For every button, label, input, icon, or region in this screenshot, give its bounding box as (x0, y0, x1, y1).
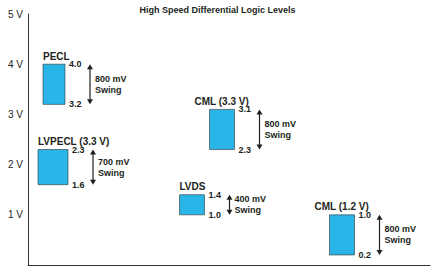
svg-text:4 V: 4 V (8, 59, 23, 70)
svg-text:3.2: 3.2 (69, 99, 82, 109)
svg-text:3 V: 3 V (8, 109, 23, 120)
svg-text:700 mV: 700 mV (98, 157, 130, 167)
svg-text:3.1: 3.1 (239, 104, 252, 114)
svg-text:Swing: Swing (385, 235, 412, 245)
svg-text:Swing: Swing (98, 168, 125, 178)
svg-text:800 mV: 800 mV (265, 119, 297, 129)
svg-text:High Speed Differential Logic: High Speed Differential Logic Levels (139, 5, 295, 15)
svg-text:1.4: 1.4 (209, 190, 222, 200)
svg-text:800 mV: 800 mV (95, 74, 127, 84)
svg-text:PECL: PECL (43, 51, 70, 62)
svg-text:2.3: 2.3 (239, 145, 252, 155)
svg-text:1.6: 1.6 (72, 180, 85, 190)
svg-text:1 V: 1 V (8, 209, 23, 220)
svg-text:800 mV: 800 mV (385, 224, 417, 234)
svg-text:1.0: 1.0 (359, 210, 372, 220)
svg-text:Swing: Swing (95, 85, 122, 95)
svg-text:LVDS: LVDS (180, 181, 206, 192)
svg-text:1.0: 1.0 (209, 210, 222, 220)
svg-text:400 mV: 400 mV (235, 194, 267, 204)
svg-text:Swing: Swing (235, 205, 262, 215)
svg-text:2 V: 2 V (8, 159, 23, 170)
svg-text:CML (1.2 V): CML (1.2 V) (314, 201, 369, 213)
svg-text:Swing: Swing (265, 130, 292, 140)
svg-text:2.3: 2.3 (72, 145, 85, 155)
svg-text:0.2: 0.2 (359, 250, 372, 260)
svg-text:CML (3.3 V): CML (3.3 V) (194, 95, 249, 107)
svg-text:5 V: 5 V (8, 9, 23, 20)
svg-text:4.0: 4.0 (69, 59, 82, 69)
svg-text:LVPECL (3.3 V): LVPECL (3.3 V) (38, 136, 110, 147)
